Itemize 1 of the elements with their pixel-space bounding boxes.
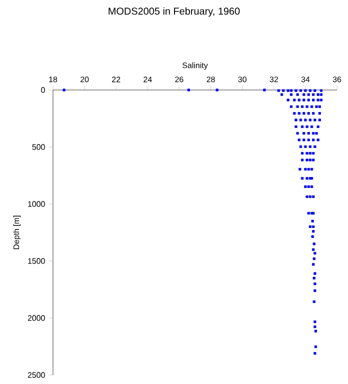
- chart-title: MODS2005 in February, 1960: [108, 7, 240, 17]
